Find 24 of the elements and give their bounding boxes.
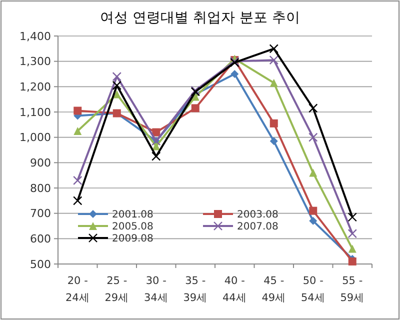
legend-label: 2003.08 (237, 210, 278, 220)
legend-label: 2009.08 (112, 234, 154, 244)
y-tick-label: 1,100 (20, 106, 51, 119)
x-tick-label: 25 - 29세 (104, 275, 130, 304)
y-tick-label: 600 (30, 232, 51, 246)
legend-label: 2005.08 (112, 222, 154, 232)
y-tick-label: 500 (30, 258, 51, 271)
x-tick-label: 35 - 39세 (183, 275, 208, 304)
y-tick-label: 700 (30, 207, 51, 220)
y-tick-label: 900 (30, 156, 51, 170)
chart-title: 여성 연령대별 취업자 분포 추이 (100, 10, 300, 26)
x-tick-label: 20 - 24세 (65, 275, 90, 304)
legend-label: 2001.08 (112, 210, 154, 220)
y-tick-label: 1,000 (20, 131, 51, 144)
x-tick-label: 50 - 54세 (300, 275, 326, 304)
legend-label: 2007.08 (237, 222, 278, 232)
y-tick-label: 800 (30, 182, 51, 195)
y-tick-label: 1,400 (20, 30, 51, 43)
y-tick-label: 1,300 (20, 55, 51, 68)
x-tick-label: 40 - 44세 (222, 275, 247, 304)
x-tick-label: 55 - 59세 (340, 275, 365, 304)
x-tick-label: 45 - 49세 (262, 275, 286, 304)
x-tick-label: 30 - 34세 (144, 275, 168, 304)
y-tick-label: 1,200 (20, 80, 51, 94)
